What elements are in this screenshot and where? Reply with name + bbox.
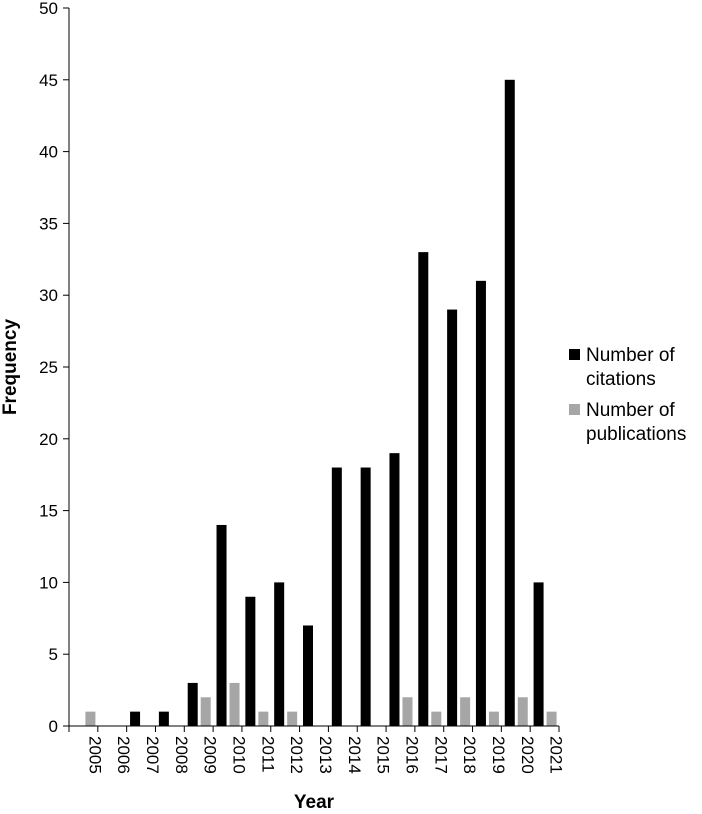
- x-tick-label: 2016: [402, 736, 421, 774]
- y-tick-label: 10: [39, 573, 58, 592]
- y-tick-label: 50: [39, 0, 58, 18]
- bar-series-0-2008: [158, 711, 169, 726]
- x-tick-label: 2007: [143, 736, 162, 774]
- y-tick-label: 25: [39, 358, 58, 377]
- bar-series-0-2018: [447, 309, 458, 726]
- bar-series-1-2012: [287, 711, 298, 726]
- x-tick-label: 2009: [201, 736, 220, 774]
- x-tick-label: 2013: [316, 736, 335, 774]
- bar-series-0-2020: [504, 79, 515, 727]
- x-tick-label: 2005: [85, 736, 104, 774]
- y-tick-label: 0: [49, 717, 58, 736]
- y-tick-label: 40: [39, 143, 58, 162]
- bar-series-1-2010: [229, 682, 240, 726]
- bar-series-0-2011: [245, 596, 256, 726]
- bars: [85, 79, 557, 727]
- x-tick-label: 2015: [374, 736, 393, 774]
- bar-series-1-2011: [258, 711, 269, 726]
- y-ticks: 0 5 10 15 20 25 30 35 40 45 50: [39, 0, 69, 736]
- bar-series-0-2013: [303, 625, 313, 726]
- x-axis-title: Year: [294, 792, 335, 813]
- legend-label-0: citations: [586, 369, 656, 390]
- bar-series-0-2010: [216, 524, 227, 726]
- bar-series-1-2009: [200, 697, 211, 726]
- x-tick-label: 2020: [518, 736, 537, 774]
- y-tick-label: 35: [39, 214, 58, 233]
- x-tick-label: 2010: [230, 736, 249, 774]
- x-ticks: 2005 2006 2007 2008 2009 2010 2011 2012 2013 2014…: [68, 726, 566, 774]
- y-tick-label: 45: [39, 71, 58, 90]
- bar-series-0-2014: [331, 467, 342, 726]
- bar-series-0-2021: [533, 582, 544, 726]
- x-tick-label: 2012: [287, 736, 306, 774]
- x-tick-label: 2011: [258, 736, 277, 773]
- bar-series-0-2015: [360, 467, 371, 726]
- bar-series-1-2020: [517, 697, 528, 726]
- bar-series-1-2016: [402, 697, 413, 726]
- bar-series-0-2017: [418, 252, 429, 726]
- x-tick-label: 2021: [547, 736, 566, 774]
- bar-series-1-2019: [488, 711, 499, 726]
- legend: Number of citations Number of publications: [569, 345, 686, 445]
- x-tick-label: 2006: [114, 736, 133, 774]
- bar-series-1-2017: [431, 711, 442, 726]
- y-tick-label: 15: [39, 502, 58, 521]
- bar-series-0-2007: [130, 711, 141, 726]
- x-tick-label: 2014: [345, 736, 364, 774]
- legend-swatch-0: [569, 349, 580, 360]
- bar-series-1-2021: [546, 711, 557, 726]
- y-axis-title: Frequency: [0, 319, 21, 416]
- x-tick-label: 2018: [460, 736, 479, 774]
- legend-label-1: Number of: [586, 400, 675, 421]
- legend-label-0: Number of: [586, 345, 675, 366]
- legend-swatch-1: [569, 404, 580, 415]
- legend-label-1: publications: [586, 424, 686, 445]
- bar-series-1-2018: [460, 697, 471, 726]
- bar-series-0-2009: [187, 682, 198, 726]
- x-tick-label: 2017: [431, 736, 450, 774]
- x-tick-label: 2008: [172, 736, 191, 774]
- y-tick-label: 5: [49, 645, 58, 664]
- bar-series-0-2016: [389, 453, 400, 726]
- bar-series-0-2012: [274, 582, 285, 726]
- bar-series-1-2005: [85, 711, 96, 726]
- y-tick-label: 20: [39, 430, 58, 449]
- x-tick-label: 2019: [489, 736, 508, 774]
- y-tick-label: 30: [39, 286, 58, 305]
- bar-series-0-2019: [475, 280, 486, 726]
